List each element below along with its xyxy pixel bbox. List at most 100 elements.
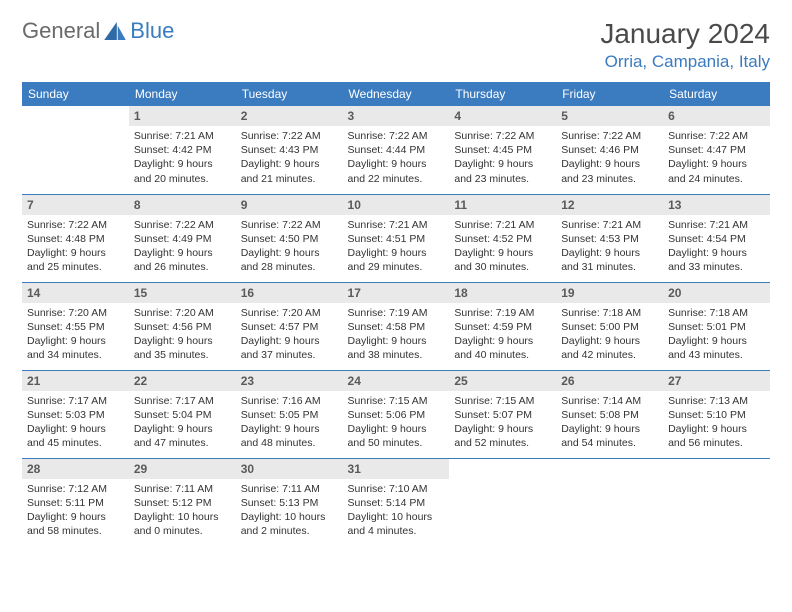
day-number: 29 [129,459,236,479]
day-info: Sunrise: 7:22 AMSunset: 4:47 PMDaylight:… [663,126,770,190]
calendar-day-cell: 16Sunrise: 7:20 AMSunset: 4:57 PMDayligh… [236,282,343,370]
weekday-header: Thursday [449,82,556,106]
day-info: Sunrise: 7:12 AMSunset: 5:11 PMDaylight:… [22,479,129,543]
calendar-day-cell: 19Sunrise: 7:18 AMSunset: 5:00 PMDayligh… [556,282,663,370]
day-number: 14 [22,283,129,303]
brand-text-general: General [22,18,100,44]
day-number: 9 [236,195,343,215]
day-info: Sunrise: 7:18 AMSunset: 5:00 PMDaylight:… [556,303,663,367]
calendar-week-row: 28Sunrise: 7:12 AMSunset: 5:11 PMDayligh… [22,458,770,546]
weekday-header: Sunday [22,82,129,106]
day-number: 30 [236,459,343,479]
weekday-header-row: Sunday Monday Tuesday Wednesday Thursday… [22,82,770,106]
day-info: Sunrise: 7:11 AMSunset: 5:12 PMDaylight:… [129,479,236,543]
brand-text-blue: Blue [130,18,174,44]
calendar-week-row: 14Sunrise: 7:20 AMSunset: 4:55 PMDayligh… [22,282,770,370]
day-number: 12 [556,195,663,215]
day-info: Sunrise: 7:13 AMSunset: 5:10 PMDaylight:… [663,391,770,455]
calendar-day-cell: 11Sunrise: 7:21 AMSunset: 4:52 PMDayligh… [449,194,556,282]
calendar-day-cell: 30Sunrise: 7:11 AMSunset: 5:13 PMDayligh… [236,458,343,546]
calendar-day-cell: 10Sunrise: 7:21 AMSunset: 4:51 PMDayligh… [343,194,450,282]
header: General Blue January 2024 Orria, Campani… [22,18,770,72]
day-info: Sunrise: 7:10 AMSunset: 5:14 PMDaylight:… [343,479,450,543]
day-number: 24 [343,371,450,391]
day-info: Sunrise: 7:21 AMSunset: 4:54 PMDaylight:… [663,215,770,279]
day-info: Sunrise: 7:17 AMSunset: 5:03 PMDaylight:… [22,391,129,455]
day-number: 16 [236,283,343,303]
day-number: 7 [22,195,129,215]
calendar-day-cell [663,458,770,546]
weekday-header: Wednesday [343,82,450,106]
calendar-day-cell [22,106,129,194]
day-number: 21 [22,371,129,391]
day-number: 17 [343,283,450,303]
calendar-table: Sunday Monday Tuesday Wednesday Thursday… [22,82,770,546]
day-info: Sunrise: 7:22 AMSunset: 4:49 PMDaylight:… [129,215,236,279]
calendar-day-cell: 20Sunrise: 7:18 AMSunset: 5:01 PMDayligh… [663,282,770,370]
day-info: Sunrise: 7:17 AMSunset: 5:04 PMDaylight:… [129,391,236,455]
title-block: January 2024 Orria, Campania, Italy [600,18,770,72]
day-number: 3 [343,106,450,126]
day-info: Sunrise: 7:20 AMSunset: 4:55 PMDaylight:… [22,303,129,367]
weekday-header: Monday [129,82,236,106]
calendar-day-cell: 7Sunrise: 7:22 AMSunset: 4:48 PMDaylight… [22,194,129,282]
calendar-day-cell: 14Sunrise: 7:20 AMSunset: 4:55 PMDayligh… [22,282,129,370]
calendar-day-cell: 6Sunrise: 7:22 AMSunset: 4:47 PMDaylight… [663,106,770,194]
calendar-day-cell: 4Sunrise: 7:22 AMSunset: 4:45 PMDaylight… [449,106,556,194]
calendar-day-cell: 31Sunrise: 7:10 AMSunset: 5:14 PMDayligh… [343,458,450,546]
day-number: 4 [449,106,556,126]
calendar-day-cell: 24Sunrise: 7:15 AMSunset: 5:06 PMDayligh… [343,370,450,458]
day-number: 6 [663,106,770,126]
day-number: 18 [449,283,556,303]
day-info: Sunrise: 7:22 AMSunset: 4:44 PMDaylight:… [343,126,450,190]
calendar-week-row: 7Sunrise: 7:22 AMSunset: 4:48 PMDaylight… [22,194,770,282]
calendar-day-cell: 28Sunrise: 7:12 AMSunset: 5:11 PMDayligh… [22,458,129,546]
calendar-day-cell: 27Sunrise: 7:13 AMSunset: 5:10 PMDayligh… [663,370,770,458]
calendar-day-cell: 5Sunrise: 7:22 AMSunset: 4:46 PMDaylight… [556,106,663,194]
calendar-day-cell [449,458,556,546]
calendar-day-cell: 17Sunrise: 7:19 AMSunset: 4:58 PMDayligh… [343,282,450,370]
sail-icon [104,22,126,40]
location-label: Orria, Campania, Italy [600,52,770,72]
calendar-day-cell: 1Sunrise: 7:21 AMSunset: 4:42 PMDaylight… [129,106,236,194]
calendar-day-cell: 8Sunrise: 7:22 AMSunset: 4:49 PMDaylight… [129,194,236,282]
weekday-header: Saturday [663,82,770,106]
day-info: Sunrise: 7:15 AMSunset: 5:06 PMDaylight:… [343,391,450,455]
day-number: 1 [129,106,236,126]
calendar-day-cell: 25Sunrise: 7:15 AMSunset: 5:07 PMDayligh… [449,370,556,458]
day-number: 10 [343,195,450,215]
day-number: 28 [22,459,129,479]
calendar-day-cell: 23Sunrise: 7:16 AMSunset: 5:05 PMDayligh… [236,370,343,458]
day-info: Sunrise: 7:20 AMSunset: 4:56 PMDaylight:… [129,303,236,367]
calendar-week-row: 1Sunrise: 7:21 AMSunset: 4:42 PMDaylight… [22,106,770,194]
calendar-day-cell: 9Sunrise: 7:22 AMSunset: 4:50 PMDaylight… [236,194,343,282]
day-number: 25 [449,371,556,391]
calendar-day-cell: 15Sunrise: 7:20 AMSunset: 4:56 PMDayligh… [129,282,236,370]
calendar-day-cell: 29Sunrise: 7:11 AMSunset: 5:12 PMDayligh… [129,458,236,546]
day-info: Sunrise: 7:22 AMSunset: 4:50 PMDaylight:… [236,215,343,279]
day-info: Sunrise: 7:18 AMSunset: 5:01 PMDaylight:… [663,303,770,367]
calendar-week-row: 21Sunrise: 7:17 AMSunset: 5:03 PMDayligh… [22,370,770,458]
calendar-day-cell: 13Sunrise: 7:21 AMSunset: 4:54 PMDayligh… [663,194,770,282]
day-number: 5 [556,106,663,126]
day-info: Sunrise: 7:21 AMSunset: 4:53 PMDaylight:… [556,215,663,279]
day-info: Sunrise: 7:19 AMSunset: 4:58 PMDaylight:… [343,303,450,367]
day-number: 2 [236,106,343,126]
day-number: 13 [663,195,770,215]
weekday-header: Friday [556,82,663,106]
day-number: 22 [129,371,236,391]
calendar-day-cell: 12Sunrise: 7:21 AMSunset: 4:53 PMDayligh… [556,194,663,282]
day-info: Sunrise: 7:19 AMSunset: 4:59 PMDaylight:… [449,303,556,367]
day-number: 26 [556,371,663,391]
day-number: 23 [236,371,343,391]
day-info: Sunrise: 7:21 AMSunset: 4:42 PMDaylight:… [129,126,236,190]
day-info: Sunrise: 7:15 AMSunset: 5:07 PMDaylight:… [449,391,556,455]
day-number: 20 [663,283,770,303]
calendar-page: General Blue January 2024 Orria, Campani… [0,0,792,564]
day-info: Sunrise: 7:21 AMSunset: 4:52 PMDaylight:… [449,215,556,279]
day-number: 8 [129,195,236,215]
calendar-day-cell: 2Sunrise: 7:22 AMSunset: 4:43 PMDaylight… [236,106,343,194]
weekday-header: Tuesday [236,82,343,106]
month-title: January 2024 [600,18,770,50]
brand-logo: General Blue [22,18,174,44]
